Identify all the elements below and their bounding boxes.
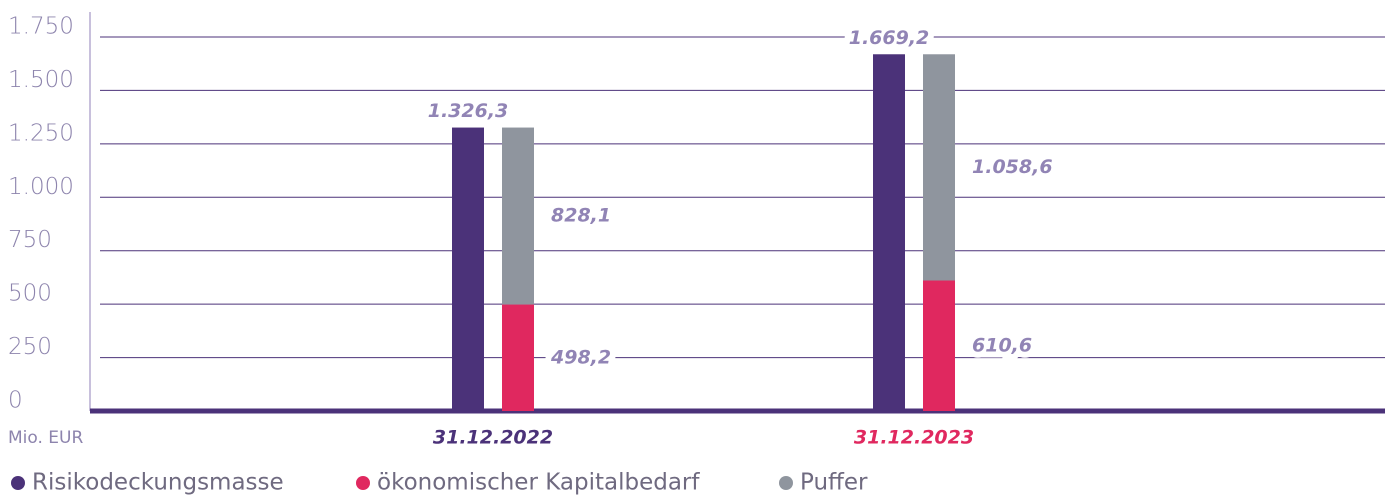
y-tick-label: 1.000 xyxy=(8,174,74,200)
legend-label: Risikodeckungsmasse xyxy=(32,470,284,495)
value-label: 1.058,6 xyxy=(972,156,1053,178)
y-tick-label: 1.250 xyxy=(8,120,74,146)
bar xyxy=(923,280,955,411)
y-tick-label: 0 xyxy=(8,388,23,414)
value-label: 1.669,2 xyxy=(849,27,930,49)
legend-label: ökonomischer Kapitalbedarf xyxy=(377,470,700,495)
value-label: 610,6 xyxy=(972,334,1032,356)
bar xyxy=(502,304,534,411)
y-tick-label: 250 xyxy=(8,334,52,360)
value-label: 498,2 xyxy=(550,346,611,368)
y-tick-label: 750 xyxy=(8,227,52,253)
value-label: 828,1 xyxy=(551,205,611,227)
y-tick-label: 1.750 xyxy=(8,14,74,40)
bar xyxy=(923,54,955,281)
x-tick-label: 31.12.2023 xyxy=(854,427,974,449)
bar xyxy=(502,127,534,305)
y-tick-label: 500 xyxy=(8,281,52,307)
y-axis-label: Mio. EUR xyxy=(8,428,83,448)
x-tick-label: 31.12.2022 xyxy=(433,427,553,449)
y-tick-label: 1.500 xyxy=(8,67,74,93)
bar xyxy=(873,54,905,411)
legend-marker xyxy=(11,476,25,490)
legend-marker xyxy=(356,476,370,490)
value-label: 1.326,3 xyxy=(428,100,509,122)
legend-marker xyxy=(779,476,793,490)
legend-label: Puffer xyxy=(800,470,868,495)
bar xyxy=(452,127,484,411)
